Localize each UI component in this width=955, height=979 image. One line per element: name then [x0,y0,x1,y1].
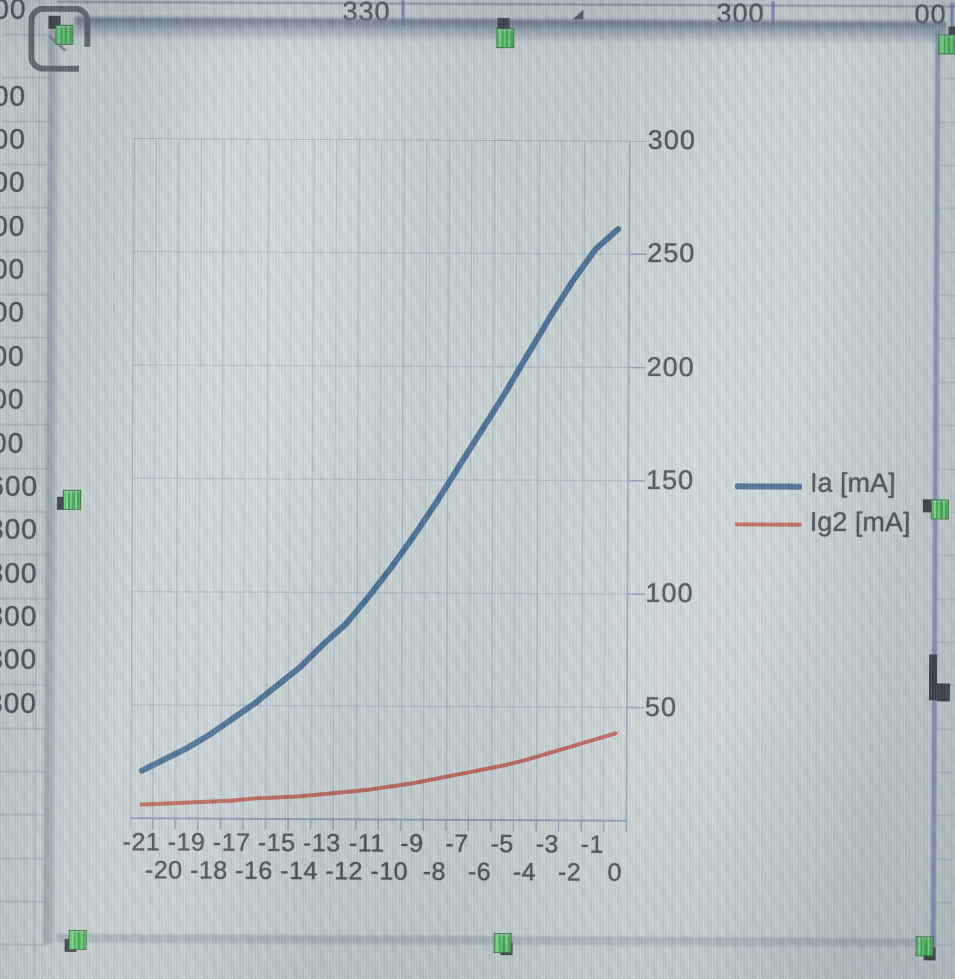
resize-handle-mid-right[interactable] [930,499,949,520]
sheet-row-line [0,683,47,686]
legend-item[interactable]: Ia [mA] [809,467,896,499]
sheet-row-line [0,640,48,643]
spreadsheet-cell[interactable]: 300 [0,513,38,545]
spreadsheet-cell-fragment[interactable]: 00 [914,0,947,24]
sheet-row-line [940,77,955,80]
legend-key-line [734,522,802,527]
resize-handle-top-center[interactable] [496,28,515,49]
y-axis-label: 250 [647,238,696,269]
legend-item[interactable]: Ig2 [mA] [809,506,911,538]
spreadsheet-cell[interactable]: 00 [0,340,25,372]
sheet-row-line [937,554,955,557]
y-axis-label: 50 [644,691,677,722]
cursor-mark [928,654,938,701]
spreadsheet-cell[interactable]: 00 [0,123,26,155]
sheet-row-line [936,814,954,817]
spreadsheet-cell[interactable]: 300 [0,643,38,675]
spreadsheet-cell[interactable]: 00 [0,210,26,242]
resize-handle-mid-left[interactable] [62,489,81,510]
resize-handle-top-left[interactable] [55,24,74,45]
sheet-row-line [0,727,47,730]
y-axis-label: 100 [645,578,694,609]
sheet-row-border-top [57,0,955,8]
cell-marker-triangle [572,9,583,19]
resize-handle-top-right[interactable] [938,34,955,55]
sheet-row-line [1,250,50,253]
sheet-row-line [939,251,955,254]
sheet-row-line [935,944,953,947]
legend-key-line [735,483,803,490]
spreadsheet-cell[interactable]: 00 [0,426,25,459]
x-axis-label: 0 [607,858,622,887]
spreadsheet-cell[interactable]: 00 [0,166,26,199]
sheet-row-line [936,858,954,861]
sheet-row-line [938,467,955,471]
sheet-row-line [936,728,954,731]
sheet-row-line [938,381,955,384]
spreadsheet-cell[interactable]: 00 [0,296,26,329]
sheet-row-line [0,336,49,340]
cursor-mark-foot [936,683,950,702]
sheet-row-line [938,337,955,340]
sheet-row-line [0,770,47,773]
series-ig2-ma-[interactable] [139,731,618,807]
spreadsheet-cell[interactable]: 00 [0,0,27,25]
sheet-row-line [939,207,955,210]
spreadsheet-cell[interactable]: 00 [0,253,26,285]
sheet-row-line [1,163,50,166]
sheet-row-line [0,813,47,817]
sheet-row-line [2,76,51,80]
resize-handle-bottom-left[interactable] [68,929,87,950]
resize-handle-bottom-center[interactable] [493,933,512,954]
y-axis-label: 200 [646,351,695,382]
sheet-row-line [1,120,50,123]
sheet-row-line [0,900,46,903]
sheet-row-line [0,943,46,947]
sheet-row-line [0,510,48,513]
sheet-row-line [939,164,955,167]
sheet-row-line [937,597,955,601]
sheet-row-line [1,206,50,210]
sheet-row-line [935,901,953,904]
y-axis-label: 300 [647,124,696,156]
sheet-row-line [938,424,955,427]
x-axis-label: -1 [580,830,605,859]
sheet-row-line [0,380,49,383]
sheet-row-line [0,857,47,860]
sheet-row-line [937,641,955,644]
y-axis-label: 150 [645,464,695,496]
spreadsheet-cell[interactable]: 00 [0,80,27,112]
resize-handle-bottom-right[interactable] [915,936,934,957]
sheet-row-line [0,553,48,556]
sheet-row-line [0,597,48,600]
sheet-row-line [939,121,955,124]
spreadsheet-cell[interactable]: 300 [0,556,38,589]
spreadsheet-cell[interactable]: 00 [0,383,25,415]
chart-plot-area[interactable] [130,138,654,841]
sheet-row-line [1,293,50,296]
spreadsheet-cell[interactable]: 300 [0,600,38,632]
sheet-row-line [0,423,49,426]
spreadsheet-cell-fragment[interactable]: 300 [716,0,765,23]
spreadsheet-cell[interactable]: 300 [0,687,37,719]
spreadsheet-cell[interactable]: 600 [0,470,39,502]
series-ia-ma-[interactable] [138,226,622,774]
sheet-row-line [939,294,955,297]
sheet-row-line [0,467,49,470]
sheet-row-line [936,771,954,774]
